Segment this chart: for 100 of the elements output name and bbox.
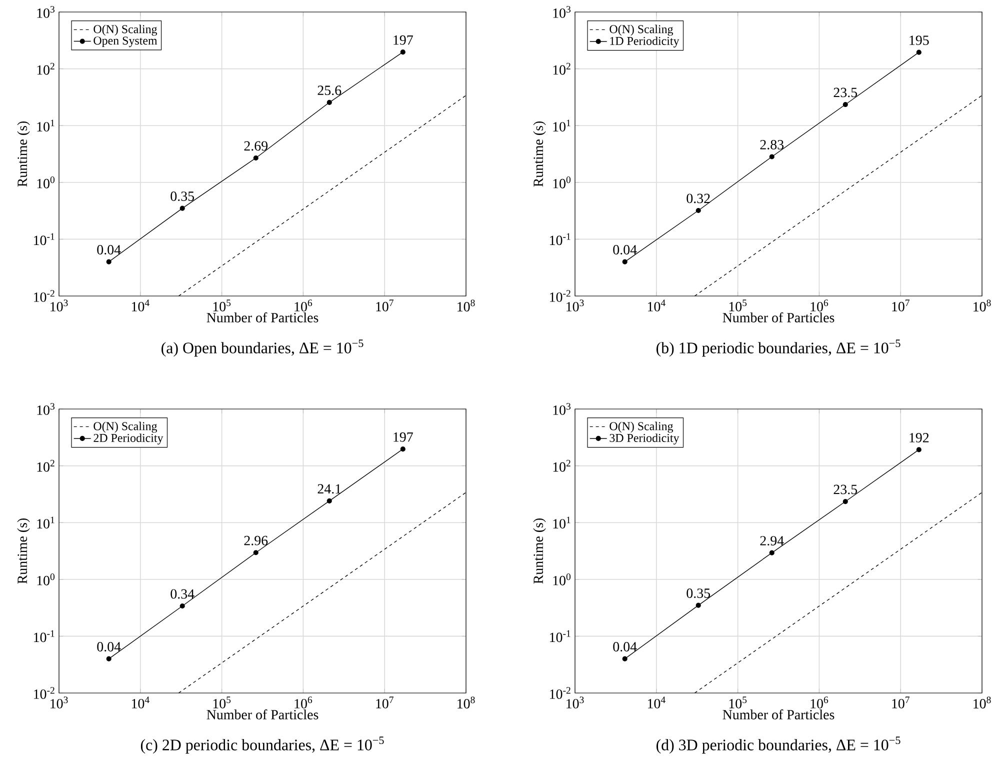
x-axis-title: Number of Particles: [722, 312, 834, 322]
point: [622, 259, 628, 264]
legend-label: 3D Periodicity: [610, 434, 680, 444]
x-tick-label: 10$^{7}$: [892, 696, 910, 708]
x-tick-label: 10$^{8}$: [458, 300, 475, 312]
legend-label: O(N) Scaling: [610, 24, 674, 36]
text: (d) 3D periodic boundaries, ΔE = 10$^{−5}$: [656, 736, 900, 754]
x-tick-label: 10$^{3}$: [50, 696, 68, 708]
x-tick-label: 10$^{6}$: [810, 300, 828, 312]
data-label: 195: [910, 36, 929, 46]
x-tick-label: 10$^{5}$: [729, 696, 747, 708]
y-tick-label: 10$^{-1}$: [550, 233, 570, 246]
x-tick-label: 10$^{4}$: [132, 300, 150, 312]
y-tick-label: 10$^{-1}$: [34, 630, 54, 642]
text: (b) 1D periodic boundaries, ΔE = 10$^{−5}$: [656, 340, 900, 357]
x-tick-label: 10$^{5}$: [213, 300, 231, 312]
point: [769, 154, 774, 160]
point: [916, 50, 922, 55]
x-tick-label: 10$^{6}$: [294, 696, 312, 708]
y-tick-label: 10$^{2}$: [553, 62, 570, 75]
x-tick-label: 10$^{3}$: [566, 696, 584, 708]
point: [696, 208, 701, 214]
y-axis-title: Runtime (s): [533, 518, 546, 584]
y-tick-label: 10$^{0}$: [553, 176, 571, 188]
data-label: 24.1: [318, 484, 341, 494]
data-label: 2.94: [760, 536, 784, 546]
x-axis-title: Number of Particles: [206, 312, 318, 322]
data-label: 0.04: [97, 642, 121, 652]
y-tick-label: 10$^{1}$: [553, 120, 570, 132]
y-axis-title: Runtime (s): [17, 518, 30, 584]
x-tick-label: 10$^{5}$: [729, 300, 747, 312]
legend-label: O(N) Scaling: [94, 422, 158, 433]
legend-label: 2D Periodicity: [94, 434, 164, 444]
point: [253, 550, 258, 556]
legend-label: O(N) Scaling: [610, 422, 674, 433]
x-axis-title: Number of Particles: [206, 709, 318, 720]
point: [769, 550, 774, 556]
point: [400, 446, 406, 452]
point: [696, 602, 701, 608]
point: [106, 656, 112, 662]
x-tick-label: 10$^{3}$: [50, 300, 68, 312]
point: [180, 603, 185, 609]
y-tick-label: 10$^{0}$: [37, 573, 55, 586]
y-tick-label: 10$^{-1}$: [34, 233, 54, 246]
x-axis-title: Number of Particles: [722, 709, 834, 720]
data-label: 197: [394, 432, 413, 442]
data-label: 2.83: [760, 140, 784, 150]
legend-label: Open System: [94, 36, 158, 48]
point: [326, 498, 332, 504]
x-tick-label: 10$^{8}$: [974, 300, 991, 312]
y-tick-label: 10$^{-2}$: [34, 687, 54, 699]
x-tick-label: 10$^{4}$: [648, 696, 666, 708]
y-tick-label: 10$^{3}$: [553, 403, 571, 415]
data-label: 0.35: [686, 588, 710, 598]
y-axis-title: Runtime (s): [533, 121, 546, 187]
y-tick-label: 10$^{-2}$: [550, 687, 570, 699]
x-tick-label: 10$^{8}$: [974, 696, 991, 708]
x-tick-label: 10$^{4}$: [132, 696, 150, 708]
text: (c) 2D periodic boundaries, ΔE = 10$^{−5}$: [140, 736, 384, 754]
x-tick-label: 10$^{7}$: [376, 696, 394, 708]
text: (a) Open boundaries, ΔE = 10$^{−5}$: [162, 340, 364, 357]
data-label: 0.35: [170, 192, 194, 202]
x-tick-label: 10$^{6}$: [294, 300, 312, 312]
point: [106, 259, 112, 264]
data-label: 0.04: [613, 245, 637, 255]
y-tick-label: 10$^{-2}$: [34, 290, 54, 302]
data-label: 2.96: [244, 536, 268, 546]
point: [842, 102, 848, 108]
data-label: 0.32: [686, 194, 710, 204]
y-tick-label: 10$^{0}$: [553, 573, 571, 586]
x-tick-label: 10$^{7}$: [376, 300, 394, 312]
data-label: 2.69: [244, 141, 268, 151]
data-label: 23.5: [834, 484, 858, 494]
y-tick-label: 10$^{2}$: [37, 460, 54, 472]
y-tick-label: 10$^{1}$: [37, 120, 54, 132]
x-tick-label: 10$^{5}$: [213, 696, 231, 708]
y-tick-label: 10$^{0}$: [37, 176, 55, 188]
data-label: 0.04: [97, 245, 121, 255]
x-tick-label: 10$^{6}$: [810, 696, 828, 708]
point: [622, 656, 628, 662]
point: [916, 447, 922, 452]
data-label: 25.6: [318, 86, 342, 96]
point: [400, 50, 406, 55]
y-tick-label: 10$^{1}$: [37, 516, 54, 528]
legend-label: O(N) Scaling: [94, 24, 158, 36]
y-tick-label: 10$^{1}$: [553, 516, 570, 528]
point: [842, 498, 848, 504]
y-tick-label: 10$^{2}$: [37, 62, 54, 75]
y-tick-label: 10$^{-2}$: [550, 290, 570, 302]
y-tick-label: 10$^{3}$: [37, 403, 55, 415]
point: [253, 155, 258, 161]
point: [180, 206, 185, 211]
point: [326, 100, 332, 105]
data-label: 197: [394, 35, 413, 45]
data-label: 192: [910, 433, 929, 442]
y-tick-label: 10$^{-1}$: [550, 630, 570, 642]
x-tick-label: 10$^{4}$: [648, 300, 666, 312]
x-tick-label: 10$^{3}$: [566, 300, 584, 312]
y-tick-label: 10$^{3}$: [37, 6, 55, 18]
y-tick-label: 10$^{2}$: [553, 460, 570, 472]
